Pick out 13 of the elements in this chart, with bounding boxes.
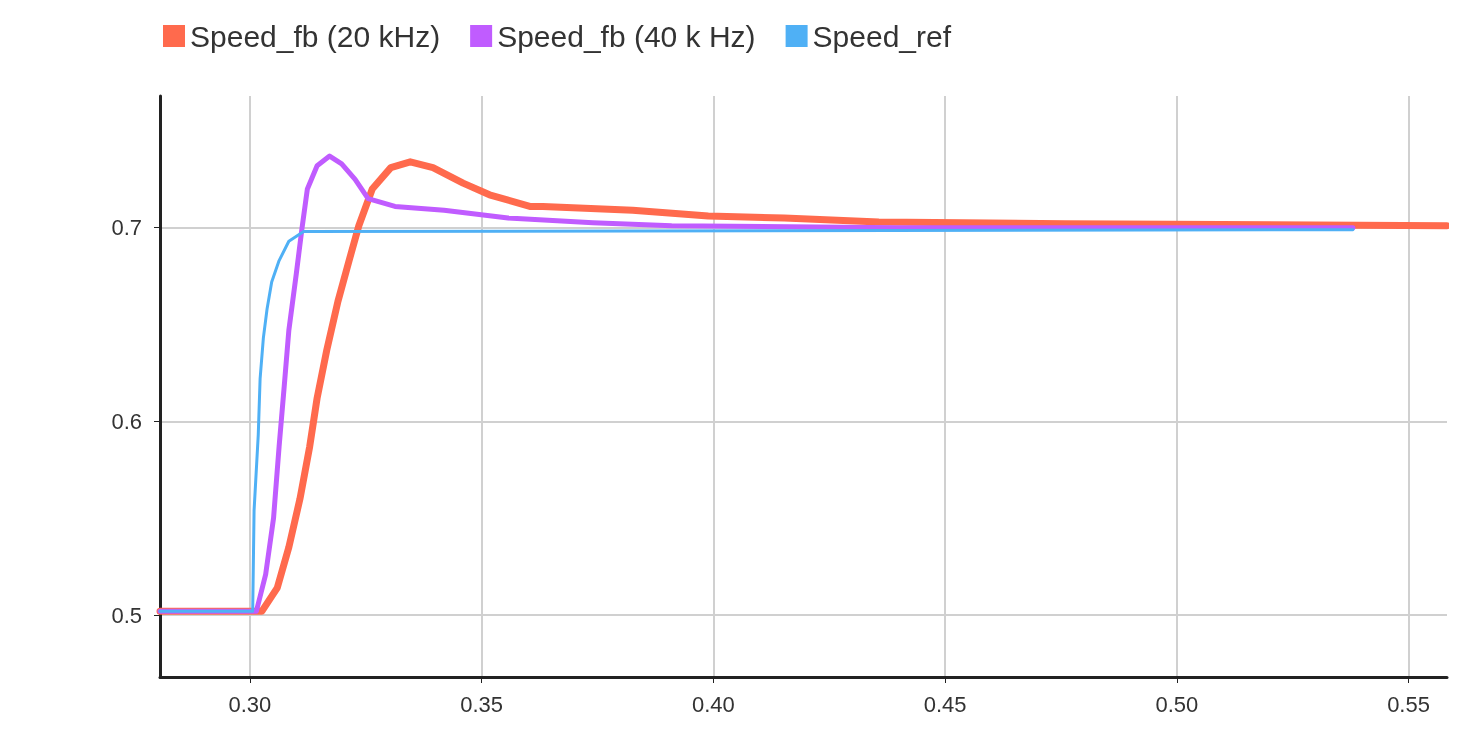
legend-label: Speed_fb (20 kHz) [190,19,441,53]
y-tick-label: 0.6 [111,408,142,434]
legend-label: Speed_fb (40 k Hz) [497,19,756,53]
line-series [158,228,1355,613]
x-tick-label: 0.50 [1155,691,1199,717]
x-tick-label: 0.30 [228,691,272,717]
x-tick-label: 0.40 [691,691,735,717]
y-tick-label: 0.7 [111,215,142,241]
x-tick-label: 0.35 [460,691,504,717]
x-tick-label: 0.45 [923,691,967,717]
y-tick-label: 0.5 [111,602,142,628]
x-tick-label: 0.55 [1387,691,1430,717]
legend-label: Speed_ref [812,19,952,53]
